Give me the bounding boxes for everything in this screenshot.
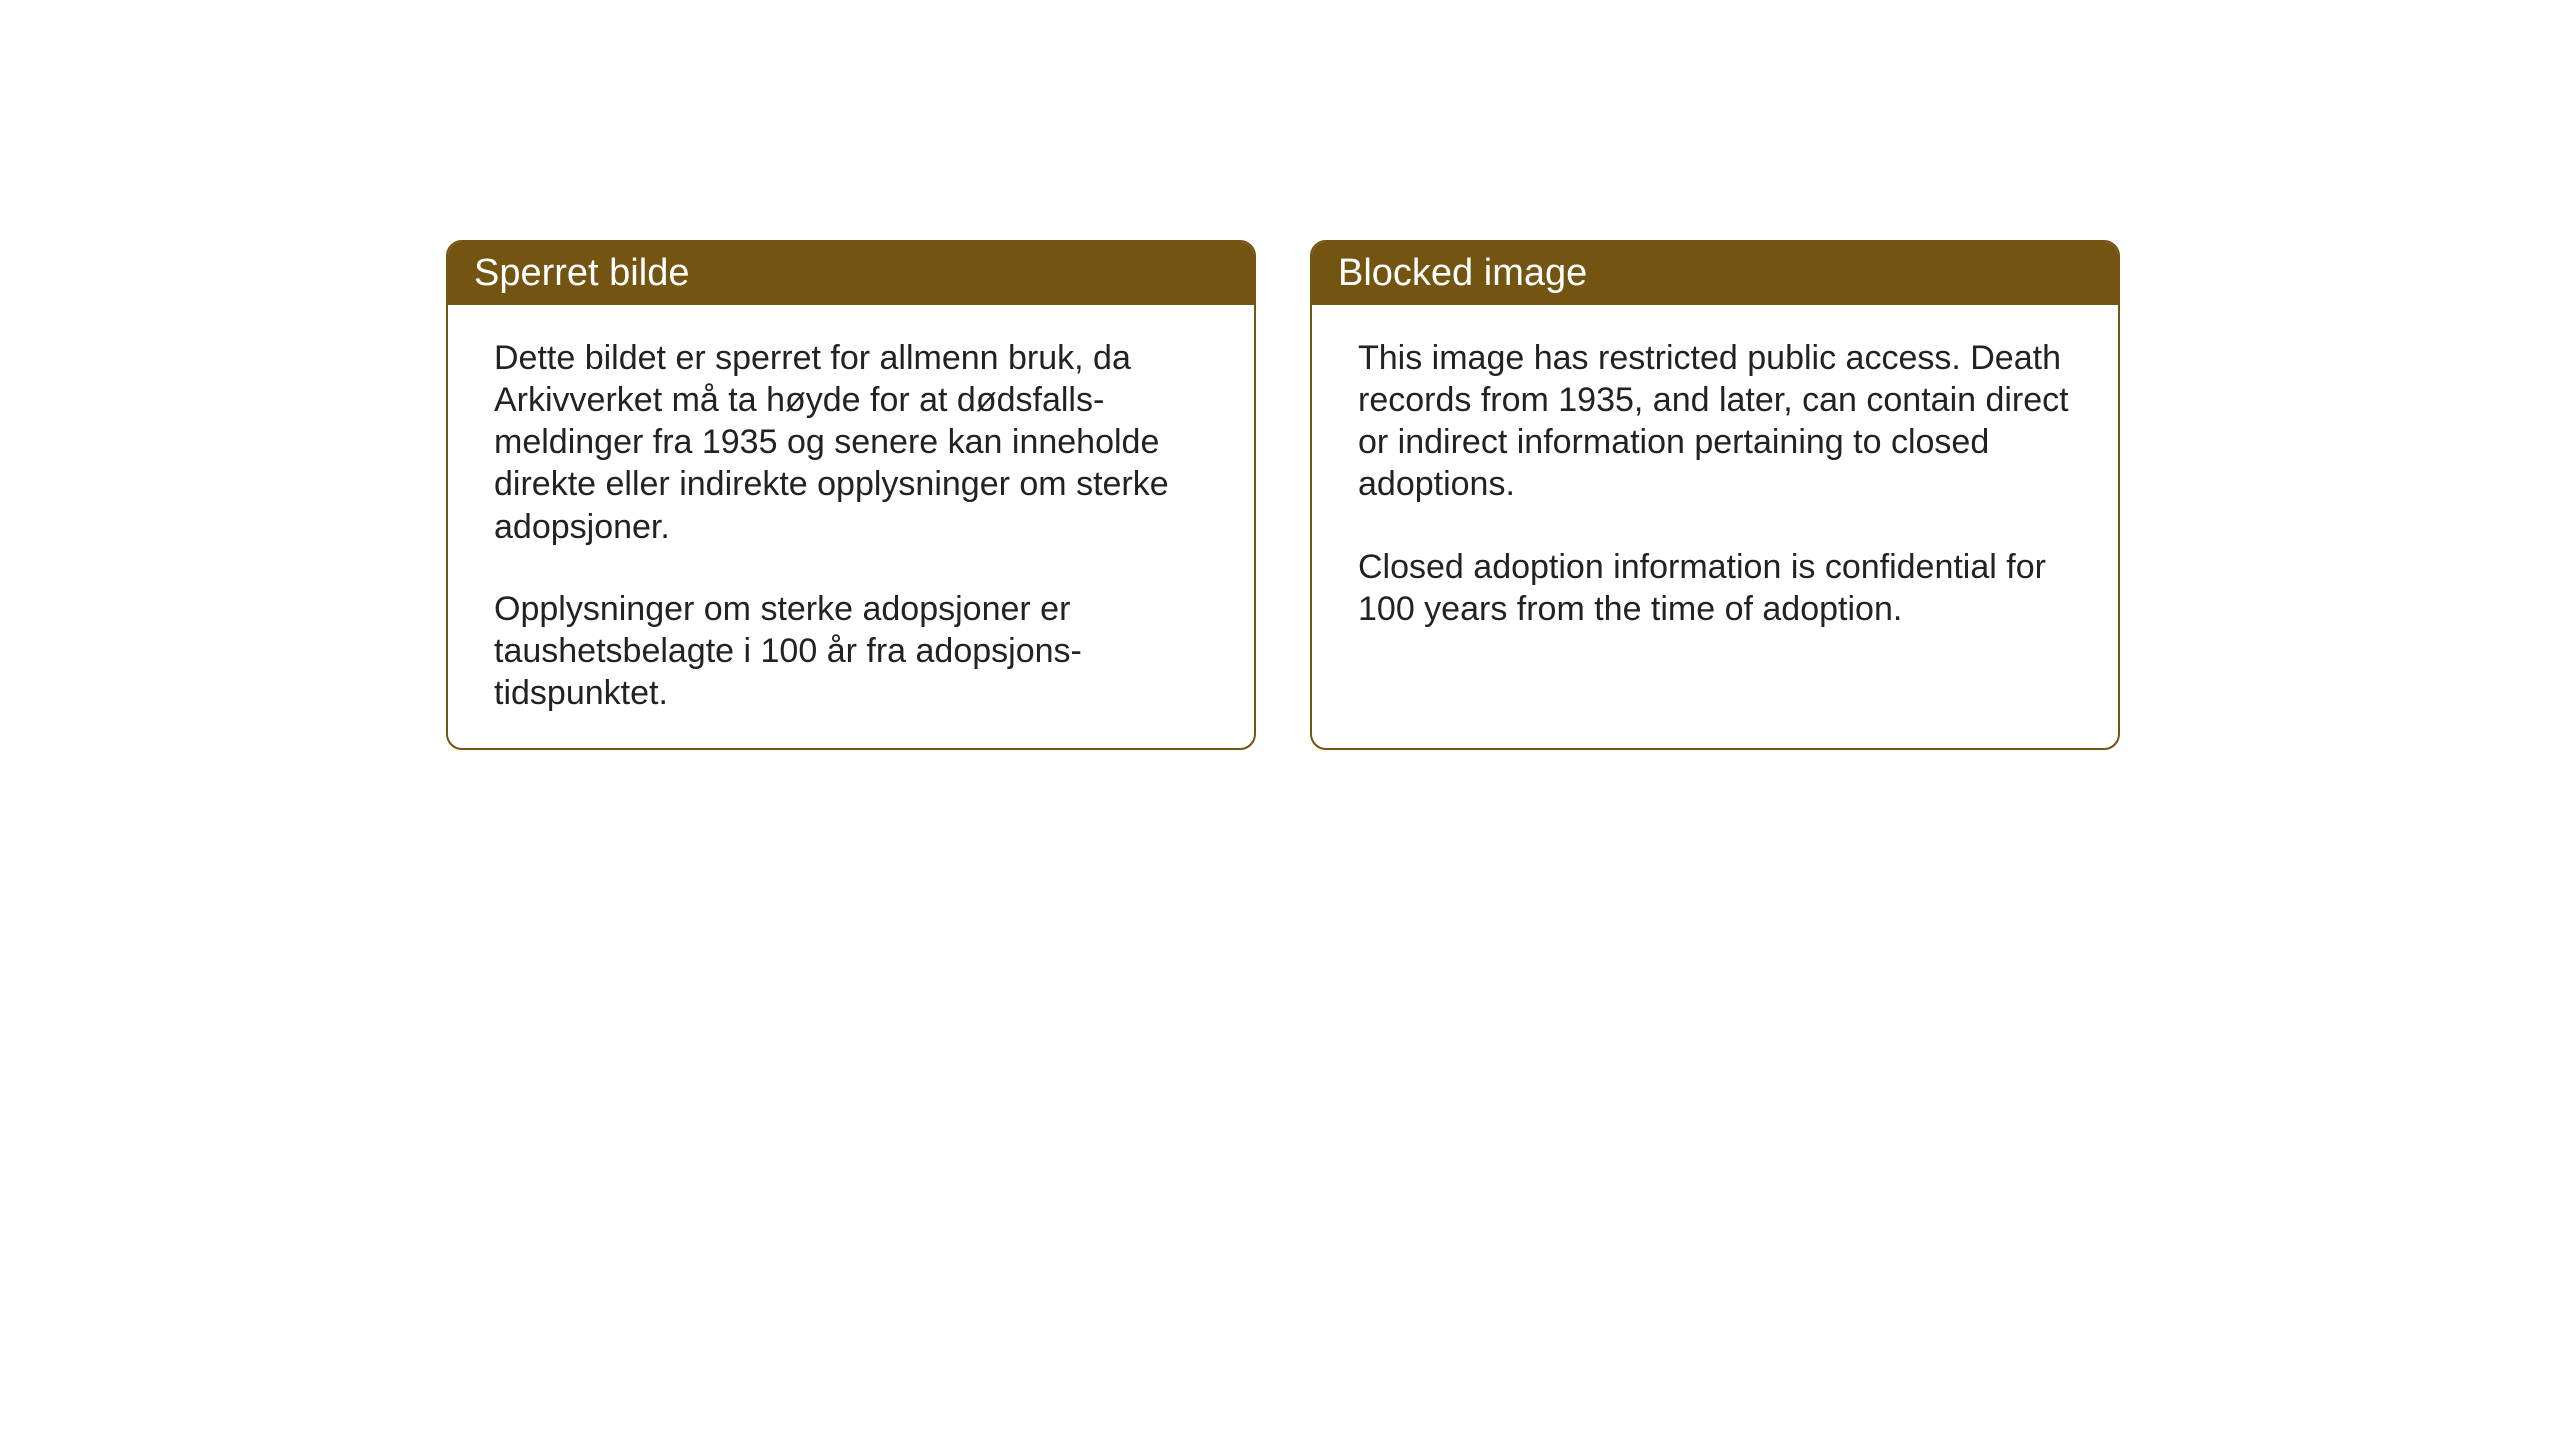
card-english: Blocked image This image has restricted … [1310, 240, 2120, 750]
card-header-norwegian: Sperret bilde [448, 242, 1254, 305]
card-norwegian: Sperret bilde Dette bildet er sperret fo… [446, 240, 1256, 750]
card-body-english: This image has restricted public access.… [1312, 305, 2118, 748]
paragraph-2-english: Closed adoption information is confident… [1358, 546, 2072, 630]
paragraph-1-english: This image has restricted public access.… [1358, 337, 2072, 506]
paragraph-1-norwegian: Dette bildet er sperret for allmenn bruk… [494, 337, 1208, 548]
paragraph-2-norwegian: Opplysninger om sterke adopsjoner er tau… [494, 588, 1208, 714]
card-header-english: Blocked image [1312, 242, 2118, 305]
cards-container: Sperret bilde Dette bildet er sperret fo… [0, 0, 2560, 750]
card-body-norwegian: Dette bildet er sperret for allmenn bruk… [448, 305, 1254, 748]
